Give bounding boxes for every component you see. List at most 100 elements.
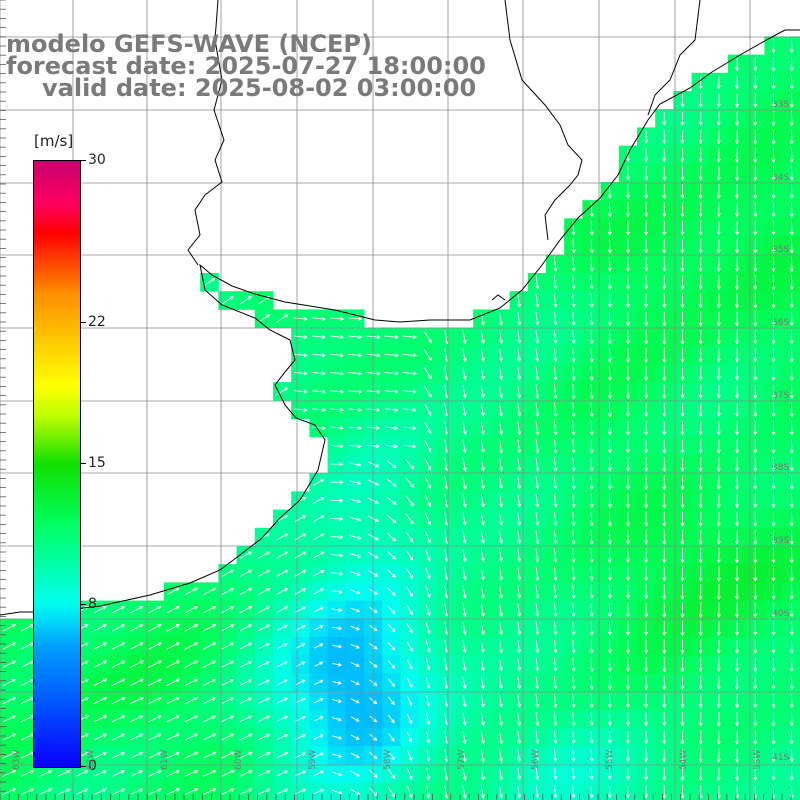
wind-arrow bbox=[406, 568, 413, 579]
wind-arrow bbox=[462, 567, 467, 581]
wind-arrow bbox=[771, 147, 776, 163]
wind-arrow bbox=[332, 662, 342, 667]
wind-arrow bbox=[716, 183, 721, 200]
wind-arrow bbox=[535, 384, 540, 399]
wind-arrow bbox=[644, 421, 649, 436]
wind-arrow bbox=[129, 678, 144, 687]
wind-arrow bbox=[517, 603, 522, 617]
wind-arrow bbox=[425, 658, 431, 671]
wind-arrow bbox=[607, 731, 612, 744]
wind-arrow bbox=[607, 749, 612, 762]
wind-arrow bbox=[771, 675, 776, 691]
wind-arrow bbox=[753, 584, 758, 600]
wind-arrow bbox=[753, 602, 758, 618]
wind-arrow bbox=[644, 785, 649, 799]
wind-arrow bbox=[75, 788, 89, 795]
wind-arrow bbox=[330, 462, 344, 467]
wind-arrow bbox=[553, 494, 558, 508]
wind-arrow bbox=[425, 677, 431, 689]
wind-arrow bbox=[644, 712, 649, 727]
wind-arrow bbox=[735, 730, 740, 745]
wind-arrow bbox=[626, 347, 630, 363]
wind-arrow bbox=[480, 512, 485, 526]
wind-arrow bbox=[662, 384, 667, 399]
wind-arrow bbox=[480, 439, 485, 454]
wind-arrow bbox=[644, 130, 649, 144]
wind-arrow bbox=[277, 679, 288, 686]
wind-arrow bbox=[535, 767, 540, 781]
wind-arrow bbox=[39, 769, 53, 777]
wind-arrow bbox=[698, 511, 703, 527]
wind-arrow bbox=[644, 767, 649, 781]
wind-arrow bbox=[202, 605, 217, 614]
wind-arrow bbox=[330, 316, 345, 321]
wind-arrow bbox=[313, 515, 325, 523]
wind-arrow bbox=[517, 293, 522, 308]
wind-arrow bbox=[789, 602, 794, 618]
wind-arrow bbox=[662, 584, 667, 600]
wind-speed-cells bbox=[0, 36, 800, 800]
wind-arrow bbox=[698, 111, 703, 126]
latitude-label: 34S bbox=[772, 173, 790, 183]
wind-arrow bbox=[330, 335, 345, 340]
wind-arrow bbox=[499, 385, 504, 399]
wind-arrow bbox=[112, 788, 126, 795]
wind-arrow bbox=[499, 676, 504, 690]
wind-arrow bbox=[753, 493, 758, 509]
wind-arrow bbox=[348, 371, 363, 376]
wind-arrow bbox=[771, 38, 776, 54]
wind-arrow bbox=[644, 202, 649, 218]
latitude-label: 33S bbox=[772, 100, 790, 110]
wind-arrow bbox=[2, 624, 17, 632]
wind-arrow bbox=[499, 530, 504, 545]
wind-arrow bbox=[698, 457, 703, 472]
wind-arrow bbox=[423, 330, 433, 343]
wind-arrow bbox=[553, 312, 558, 326]
wind-arrow bbox=[735, 293, 739, 309]
wind-arrow bbox=[424, 422, 432, 434]
wind-arrow bbox=[386, 478, 397, 487]
wind-arrow bbox=[607, 675, 612, 691]
wind-arrow bbox=[698, 384, 703, 399]
wind-arrow bbox=[698, 348, 703, 363]
wind-arrow bbox=[698, 421, 703, 436]
wind-arrow bbox=[535, 494, 540, 508]
wind-arrow bbox=[789, 93, 794, 108]
wind-arrow bbox=[680, 785, 685, 800]
wind-arrow bbox=[535, 439, 540, 454]
wind-arrow bbox=[203, 678, 217, 686]
wind-arrow bbox=[203, 277, 216, 287]
wind-arrow bbox=[753, 184, 758, 200]
wind-arrow bbox=[607, 347, 612, 363]
wind-arrow bbox=[129, 696, 144, 705]
wind-arrow bbox=[240, 697, 253, 704]
wind-arrow bbox=[680, 566, 685, 582]
wind-arrow bbox=[789, 75, 794, 90]
wind-arrow bbox=[402, 371, 418, 376]
wind-arrow bbox=[607, 621, 612, 636]
wind-arrow bbox=[2, 715, 17, 723]
wind-arrow bbox=[553, 330, 558, 344]
wind-arrow bbox=[735, 111, 740, 126]
wind-arrow bbox=[644, 184, 649, 199]
wind-arrow bbox=[426, 749, 431, 762]
wind-arrow bbox=[607, 785, 612, 799]
wind-arrow bbox=[735, 220, 740, 236]
wind-arrow bbox=[480, 548, 485, 563]
wind-arrow bbox=[535, 694, 540, 709]
wind-arrow bbox=[626, 311, 630, 327]
wind-arrow bbox=[771, 547, 776, 564]
wind-arrow bbox=[789, 767, 794, 781]
wind-arrow bbox=[480, 785, 485, 799]
wind-arrow bbox=[607, 202, 612, 218]
wind-arrow bbox=[680, 93, 685, 108]
wind-arrow bbox=[626, 675, 630, 691]
wind-arrow bbox=[589, 712, 594, 726]
wind-arrow bbox=[148, 624, 162, 632]
wind-arrow bbox=[607, 420, 612, 436]
wind-arrow bbox=[499, 512, 504, 526]
wind-arrow bbox=[789, 621, 794, 636]
wind-arrow bbox=[789, 475, 794, 490]
wind-arrow bbox=[626, 275, 630, 290]
wind-arrow bbox=[716, 748, 721, 763]
